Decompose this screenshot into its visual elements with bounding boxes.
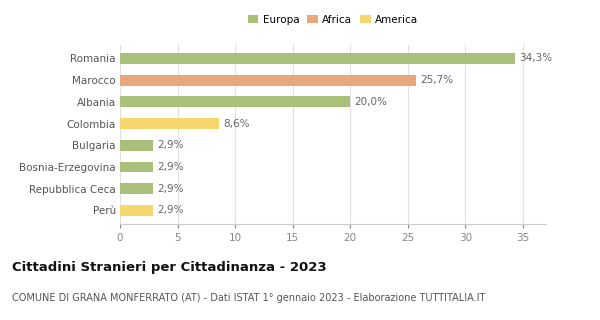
Bar xyxy=(120,75,416,85)
Text: Cittadini Stranieri per Cittadinanza - 2023: Cittadini Stranieri per Cittadinanza - 2… xyxy=(12,261,326,274)
Text: COMUNE DI GRANA MONFERRATO (AT) - Dati ISTAT 1° gennaio 2023 - Elaborazione TUTT: COMUNE DI GRANA MONFERRATO (AT) - Dati I… xyxy=(12,293,485,303)
Bar xyxy=(120,118,219,129)
Bar xyxy=(120,53,515,64)
Text: 25,7%: 25,7% xyxy=(420,75,453,85)
Bar xyxy=(120,183,154,194)
Bar xyxy=(120,96,350,107)
Text: 8,6%: 8,6% xyxy=(223,118,250,129)
Text: 2,9%: 2,9% xyxy=(157,184,184,194)
Text: 2,9%: 2,9% xyxy=(157,162,184,172)
Text: 2,9%: 2,9% xyxy=(157,140,184,150)
Bar xyxy=(120,205,154,216)
Text: 34,3%: 34,3% xyxy=(519,53,552,63)
Bar xyxy=(120,140,154,151)
Text: 20,0%: 20,0% xyxy=(355,97,387,107)
Bar xyxy=(120,162,154,172)
Legend: Europa, Africa, America: Europa, Africa, America xyxy=(244,11,422,29)
Text: 2,9%: 2,9% xyxy=(157,205,184,215)
